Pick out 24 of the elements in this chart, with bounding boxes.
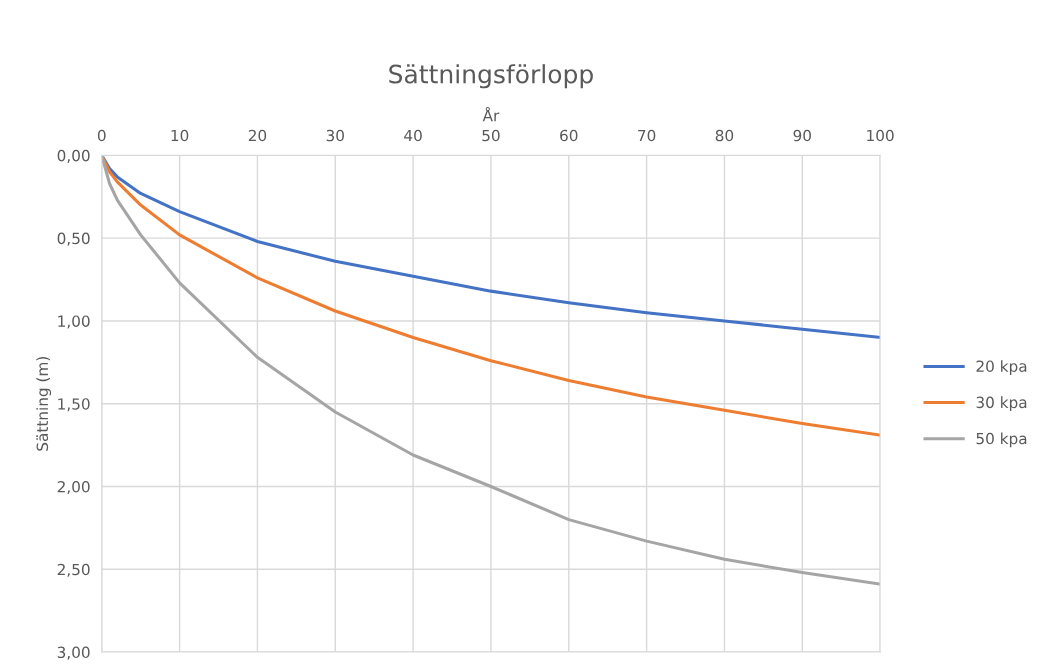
legend-label: 50 kpa (976, 432, 1027, 448)
x-tick-label: 0 (97, 129, 106, 142)
y-tick-label: 0,00 (57, 149, 90, 163)
x-tick-label: 50 (482, 129, 500, 142)
x-tick-label: 20 (248, 129, 267, 142)
x-tick-label: 40 (404, 129, 422, 142)
x-tick-label: 100 (867, 129, 894, 142)
x-tick-label: 10 (171, 129, 189, 142)
x-tick-label: 60 (560, 129, 578, 142)
y-axis-title: Sättning (m) (36, 357, 52, 451)
chart-title: Sättningsförlopp (389, 64, 593, 89)
y-tick-label: 2,50 (57, 563, 90, 577)
x-tick-label: 70 (638, 129, 656, 142)
x-axis-title: År (482, 106, 500, 122)
legend-label: 30 kpa (976, 396, 1027, 412)
y-tick-label: 0,50 (57, 232, 90, 246)
y-tick-label: 1,00 (58, 315, 90, 329)
x-tick-label: 80 (715, 129, 734, 142)
y-tick-label: 3,00 (57, 646, 90, 660)
legend-label: 20 kpa (976, 360, 1027, 375)
x-tick-label: 30 (326, 129, 344, 142)
x-tick-label: 90 (793, 129, 811, 142)
y-tick-label: 1,50 (58, 398, 90, 412)
y-tick-label: 2,00 (57, 480, 90, 495)
